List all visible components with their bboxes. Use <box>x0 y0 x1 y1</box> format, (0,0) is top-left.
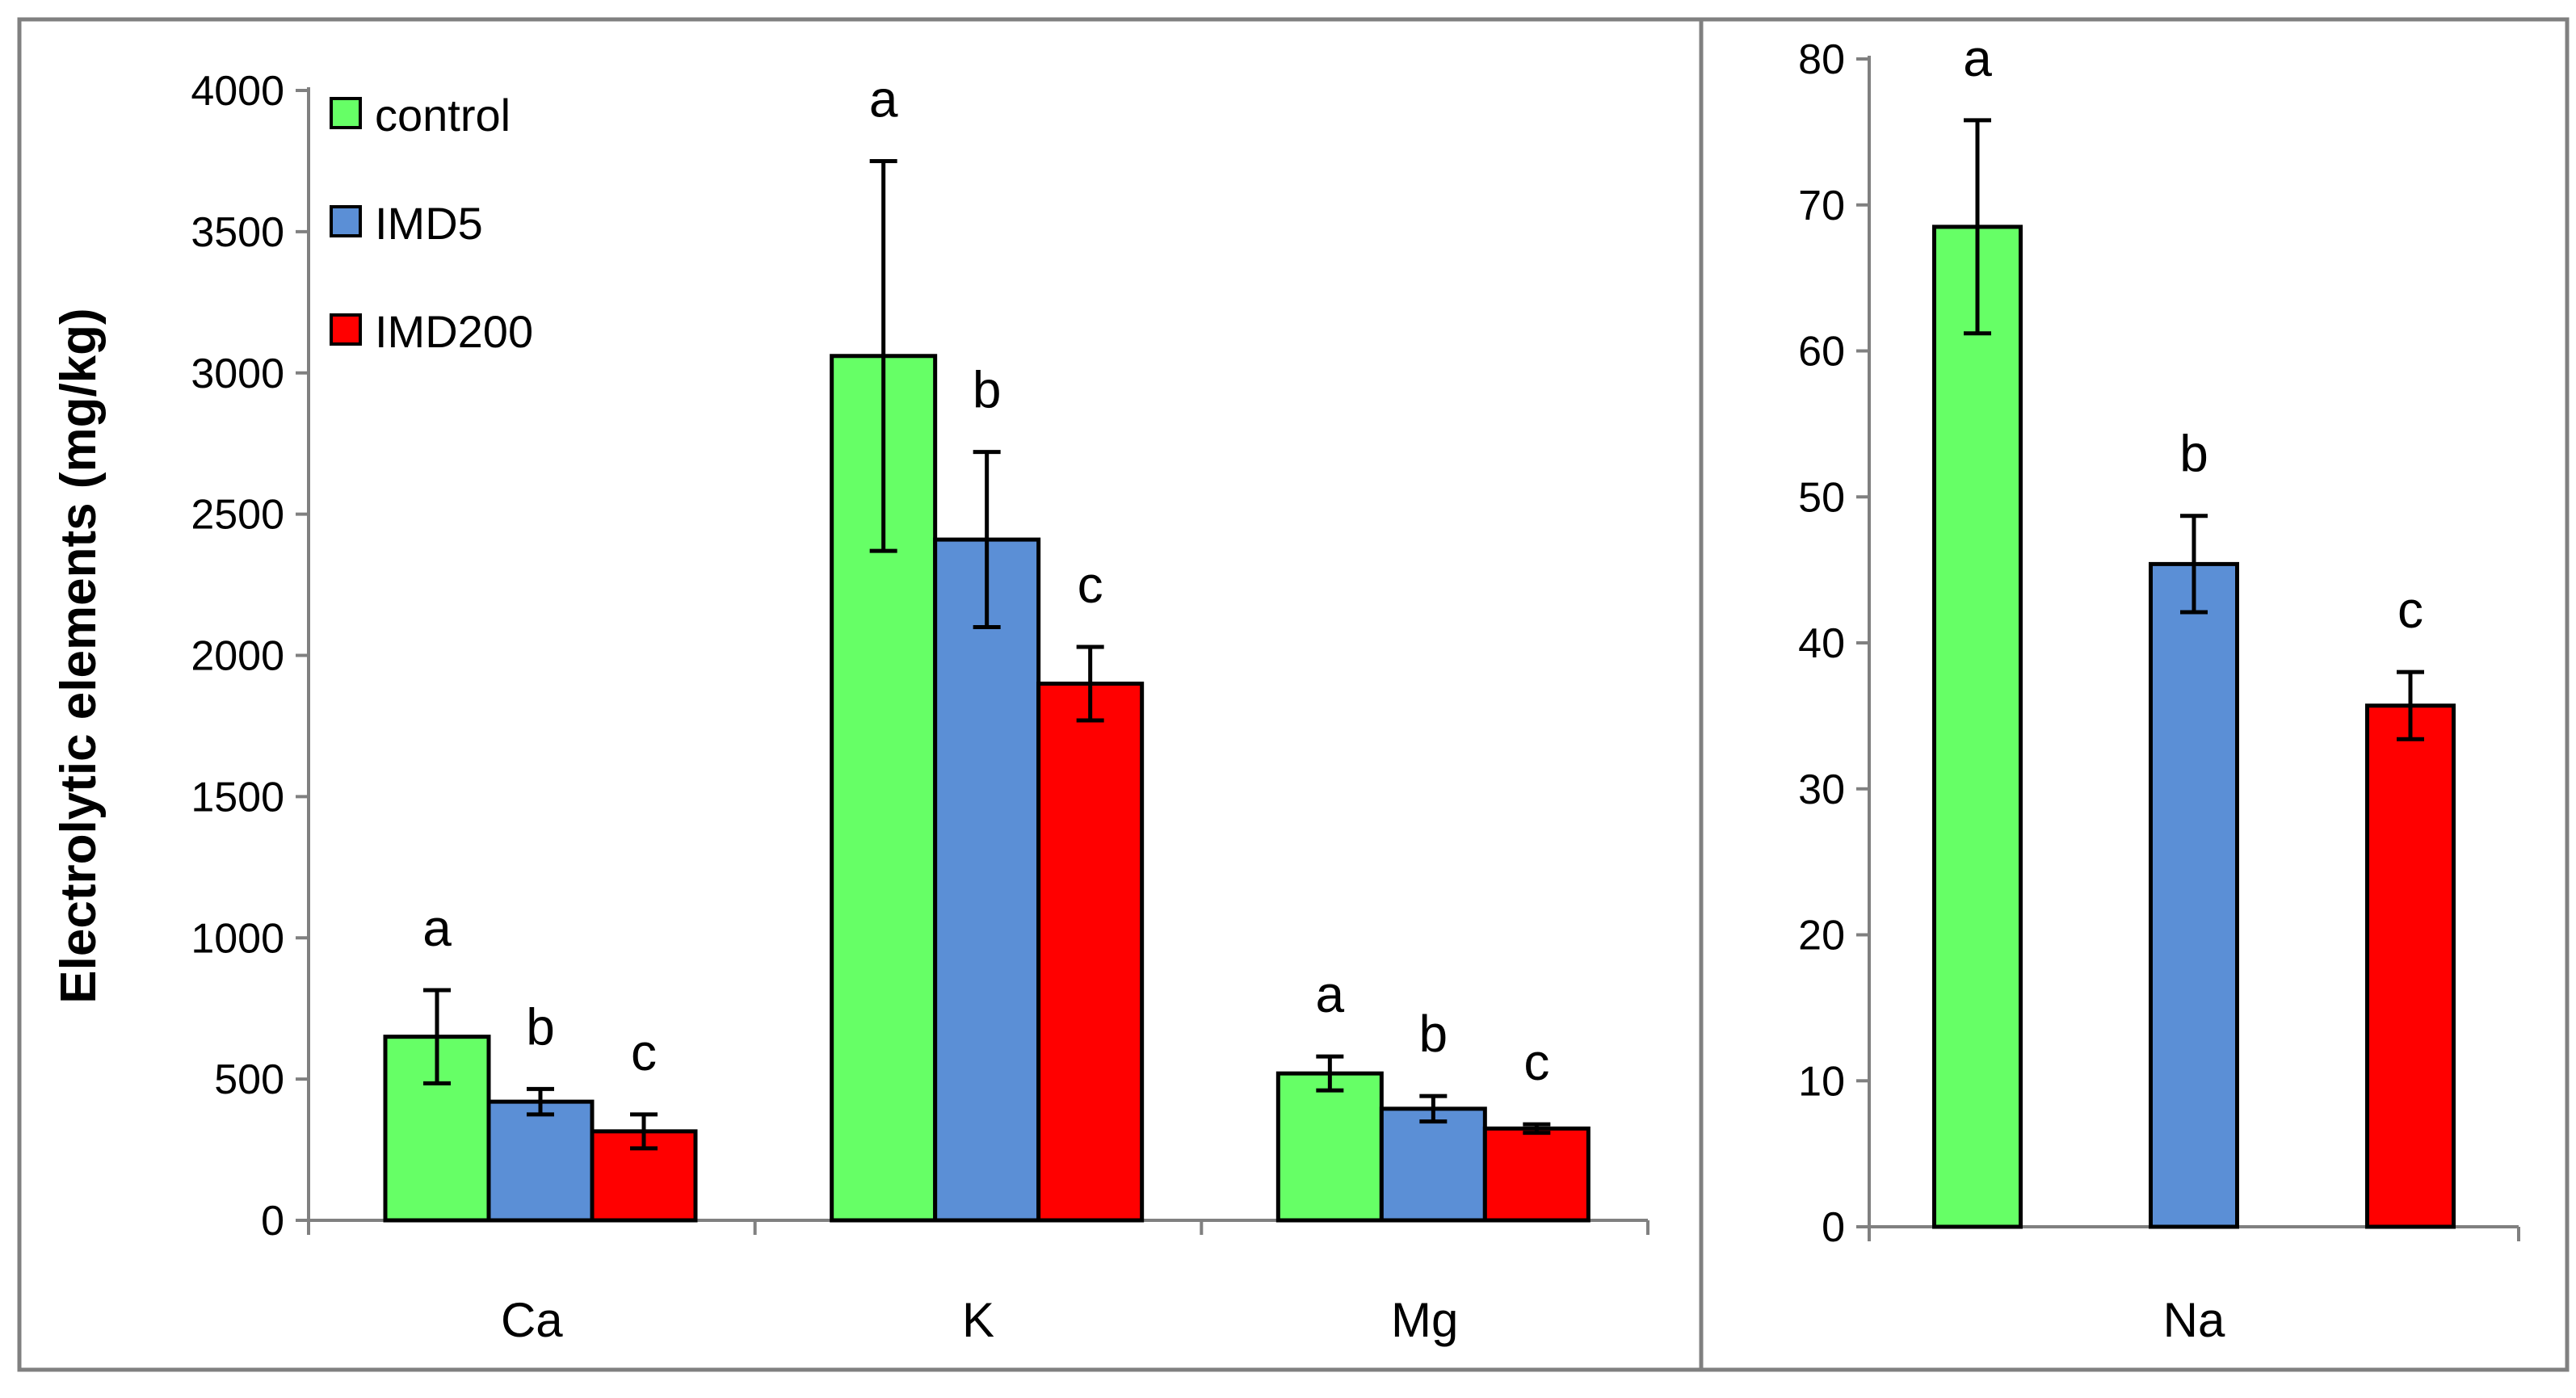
bar-imd200-k <box>1036 681 1145 1223</box>
y-tick-label: 0 <box>261 1198 284 1245</box>
y-tick-label: 50 <box>1798 474 1845 521</box>
x-category-label-mg: Mg <box>1391 1293 1458 1347</box>
x-category-label-k: K <box>962 1293 994 1347</box>
left-chart: 0 500 1000 1500 2000 2500 3000 3500 4000 Ca K Mg a b c… <box>51 68 1649 1347</box>
y-tick-label: 500 <box>214 1056 284 1103</box>
bar-imd5-mg <box>1379 1106 1487 1223</box>
significance-letter: a <box>1963 29 1992 87</box>
bar-imd5-na <box>2149 561 2239 1229</box>
y-tick-label: 1500 <box>191 774 284 821</box>
significance-letter: b <box>1419 1005 1448 1063</box>
x-category-label-ca: Ca <box>501 1293 563 1347</box>
legend-label-imd5: IMD5 <box>375 198 483 249</box>
significance-letter: a <box>869 69 898 128</box>
y-tick-label: 2500 <box>191 492 284 539</box>
legend-swatch-imd200 <box>330 313 362 346</box>
bar-imd5-ca <box>486 1099 595 1223</box>
significance-letter: c <box>2397 581 2423 639</box>
right-panel-frame <box>1699 17 2570 1372</box>
significance-letter: a <box>422 899 452 957</box>
significance-letter: c <box>1078 556 1103 614</box>
legend-label-imd200: IMD200 <box>375 306 533 357</box>
y-tick-label: 30 <box>1798 766 1845 813</box>
y-tick-label: 2000 <box>191 633 284 680</box>
x-category-label-na: Na <box>2163 1293 2225 1347</box>
significance-letter: b <box>973 361 1002 419</box>
y-tick-label: 1000 <box>191 915 284 962</box>
right-chart: 0 10 20 30 40 50 60 70 80 Na a b c <box>1798 29 2520 1347</box>
legend-label-control: control <box>375 90 511 141</box>
bar-control-mg <box>1275 1071 1384 1223</box>
y-tick-label: 60 <box>1798 329 1845 376</box>
significance-letter: a <box>1316 965 1345 1023</box>
y-tick-label: 3500 <box>191 209 284 256</box>
y-axis-title: Electrolytic elements (mg/kg) <box>51 308 107 1003</box>
bar-imd200-na <box>2365 703 2456 1229</box>
y-tick-label: 4000 <box>191 68 284 115</box>
bar-imd200-mg <box>1482 1126 1591 1223</box>
y-tick-label: 0 <box>1822 1204 1845 1251</box>
legend-swatch-imd5 <box>330 205 362 237</box>
significance-letter: c <box>631 1023 657 1081</box>
significance-letter: c <box>1523 1033 1549 1091</box>
bar-control-na <box>1932 225 2023 1229</box>
y-tick-label: 20 <box>1798 913 1845 959</box>
y-tick-label: 70 <box>1798 183 1845 229</box>
y-tick-label: 3000 <box>191 351 284 397</box>
y-tick-label: 10 <box>1798 1058 1845 1105</box>
y-tick-label: 80 <box>1798 36 1845 83</box>
significance-letter: b <box>2179 425 2208 483</box>
bar-imd5-k <box>933 537 1041 1223</box>
legend-swatch-control <box>330 97 362 129</box>
y-tick-label: 40 <box>1798 620 1845 667</box>
significance-letter: b <box>526 997 555 1056</box>
